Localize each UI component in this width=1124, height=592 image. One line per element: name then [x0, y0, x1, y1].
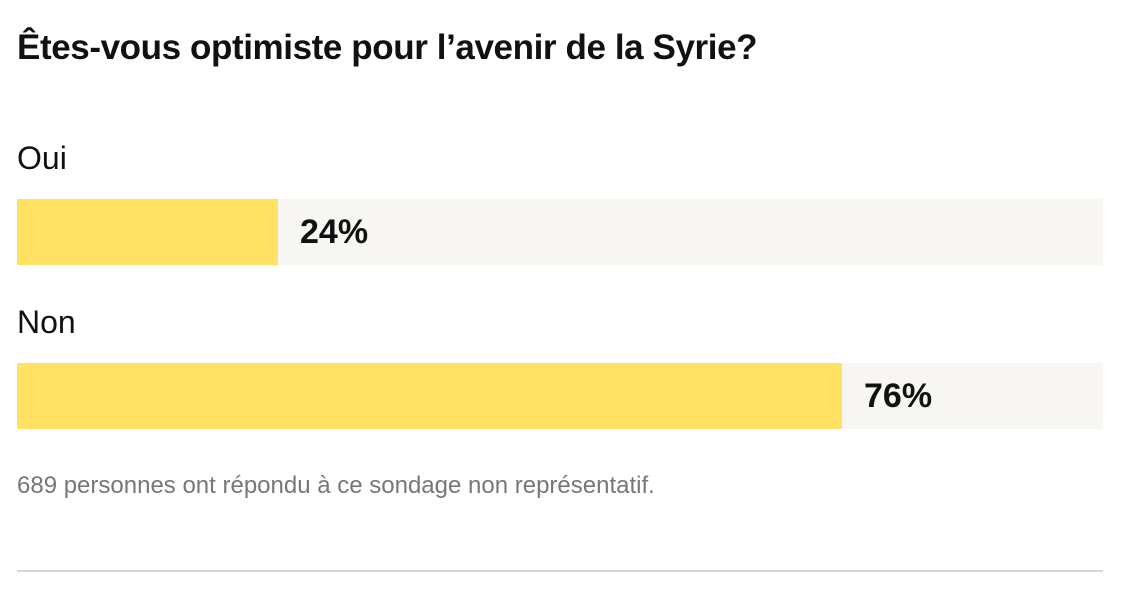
poll-title: Êtes-vous optimiste pour l’avenir de la … [17, 28, 758, 67]
poll-footnote: 689 personnes ont répondu à ce sondage n… [17, 472, 655, 499]
bar-track: 76% [17, 363, 1103, 429]
option-label: Oui [17, 140, 67, 176]
divider [17, 570, 1103, 572]
bar-value-label: 24% [300, 213, 369, 251]
bar-fill [17, 363, 842, 429]
bar-value-label: 76% [864, 377, 933, 415]
option-label: Non [17, 304, 76, 340]
bar-track: 24% [17, 199, 1103, 265]
bar-fill [17, 199, 278, 265]
poll-chart: Êtes-vous optimiste pour l’avenir de la … [17, 0, 1103, 592]
